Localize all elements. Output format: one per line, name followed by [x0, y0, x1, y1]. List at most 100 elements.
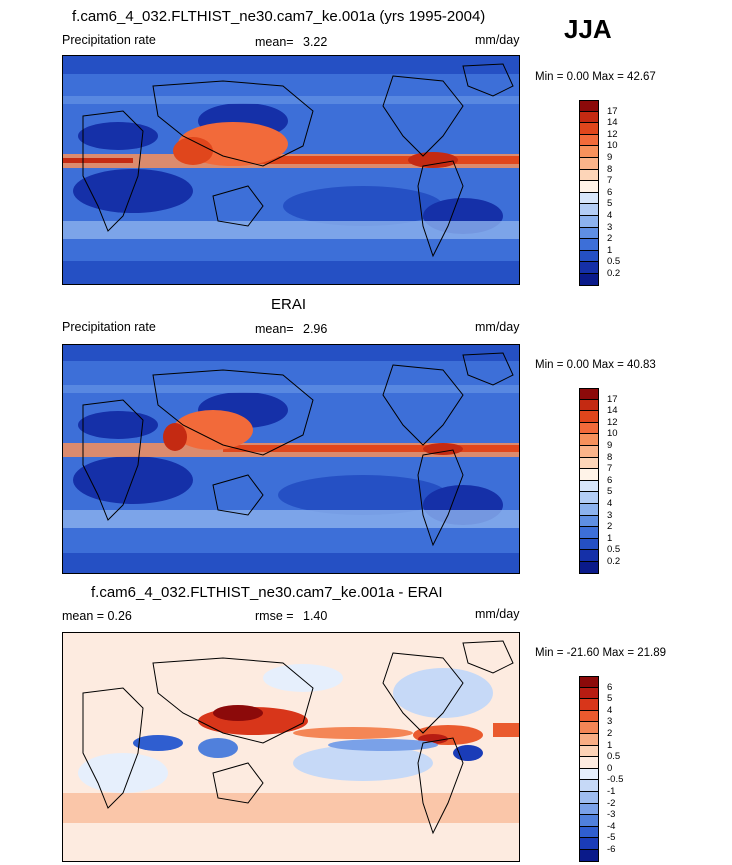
- colorbar-swatch: [579, 181, 599, 193]
- colorbar-label: -0.5: [607, 774, 624, 786]
- colorbar-swatch: [579, 480, 599, 493]
- colorbar-swatch: [579, 239, 599, 251]
- colorbar-swatch: [579, 492, 599, 504]
- colorbar-label: 1: [607, 244, 613, 256]
- colorbar-label: -2: [607, 797, 616, 809]
- colorbar-swatch: [579, 676, 599, 688]
- panel1-min-max: Min = 0.00 Max = 42.67: [535, 71, 656, 83]
- panel3-mean-text: mean = 0.26: [62, 609, 132, 623]
- colorbar-label: 12: [607, 128, 618, 140]
- colorbar-label: 7: [607, 463, 613, 475]
- panel3-colorbar: 6 5 4 3 2 1 0.5 0 -0.5 -1 -2 -3 -4 -5 -6: [579, 676, 623, 862]
- colorbar-swatch: [579, 745, 599, 758]
- colorbar-swatch: [579, 838, 599, 850]
- colorbar-swatch: [579, 687, 599, 700]
- colorbar-label: 4: [607, 704, 613, 716]
- colorbar-label: 3: [607, 221, 613, 233]
- colorbar-label: 0.2: [607, 556, 621, 567]
- colorbar-label: 8: [607, 163, 613, 175]
- colorbar-swatch: [579, 561, 599, 574]
- colorbar-swatch: [579, 710, 599, 723]
- colorbar-swatch: [579, 134, 599, 147]
- colorbar-swatch: [579, 550, 599, 562]
- colorbar-label: 4: [607, 210, 613, 221]
- panel1-map: [62, 55, 520, 285]
- colorbar-label: 1: [607, 739, 613, 751]
- panel3-title: f.cam6_4_032.FLTHIST_ne30.cam7_ke.001a -…: [91, 584, 443, 601]
- colorbar-label: 14: [607, 117, 618, 129]
- colorbar-swatch: [579, 515, 599, 528]
- colorbar-label: 17: [607, 105, 618, 117]
- colorbar-swatch: [579, 538, 599, 551]
- colorbar-label: -1: [607, 786, 616, 797]
- colorbar-swatch: [579, 826, 599, 839]
- colorbar-label: 10: [607, 428, 618, 440]
- colorbar-label: 9: [607, 152, 613, 163]
- colorbar-label: -3: [607, 809, 616, 821]
- colorbar-swatch: [579, 388, 599, 400]
- colorbar-swatch: [579, 469, 599, 481]
- colorbar-label: 5: [607, 693, 613, 705]
- colorbar-label: 5: [607, 198, 613, 210]
- colorbar-swatch: [579, 215, 599, 228]
- colorbar-swatch: [579, 434, 599, 446]
- colorbar-label: 0.5: [607, 751, 621, 763]
- panel3-rmse-value: 1.40: [303, 609, 328, 623]
- colorbar-label: 1: [607, 532, 613, 544]
- colorbar-label: 2: [607, 233, 613, 245]
- colorbar-label: 0.2: [607, 268, 621, 279]
- colorbar-swatch: [579, 768, 599, 781]
- colorbar-label: 2: [607, 728, 613, 739]
- colorbar-swatch: [579, 527, 599, 539]
- colorbar-swatch: [579, 733, 599, 746]
- panel1-mean-value: 3.22: [303, 35, 328, 49]
- colorbar-swatch: [579, 457, 599, 470]
- colorbar-label: 6: [607, 186, 613, 198]
- panel1-units: mm/day: [475, 33, 520, 47]
- colorbar-label: 2: [607, 521, 613, 533]
- colorbar-swatch: [579, 399, 599, 412]
- colorbar-swatch: [579, 411, 599, 423]
- panel2-units: mm/day: [475, 320, 520, 334]
- colorbar-swatch: [579, 791, 599, 804]
- panel1-title: f.cam6_4_032.FLTHIST_ne30.cam7_ke.001a (…: [72, 8, 486, 25]
- colorbar-label: -6: [607, 844, 616, 855]
- colorbar-swatch: [579, 815, 599, 827]
- panel2-mean-label: mean=: [255, 322, 294, 336]
- colorbar-swatch: [579, 100, 599, 112]
- colorbar-label: 14: [607, 405, 618, 417]
- colorbar-swatch: [579, 422, 599, 435]
- colorbar-label: 4: [607, 498, 613, 509]
- panel2-mean-value: 2.96: [303, 322, 328, 336]
- colorbar-swatch: [579, 169, 599, 182]
- colorbar-swatch: [579, 111, 599, 124]
- colorbar-label: 7: [607, 175, 613, 187]
- colorbar-swatch: [579, 503, 599, 516]
- panel2-map: [62, 344, 520, 574]
- colorbar-label: 10: [607, 140, 618, 152]
- colorbar-swatch: [579, 757, 599, 769]
- panel3-min-max: Min = -21.60 Max = 21.89: [535, 647, 667, 659]
- panel2-variable-label: Precipitation rate: [62, 320, 156, 334]
- panel1-colorbar: 17 14 12 10 9 8 7 6 5 4 3 2 1 0.5 0.2: [579, 100, 620, 286]
- colorbar-swatch: [579, 722, 599, 734]
- colorbar-swatch: [579, 803, 599, 816]
- panel1-mean-label: mean=: [255, 35, 294, 49]
- colorbar-label: 0: [607, 762, 613, 774]
- colorbar-label: 6: [607, 681, 613, 693]
- colorbar-swatch: [579, 780, 599, 792]
- colorbar-label: 17: [607, 393, 618, 405]
- colorbar-swatch: [579, 250, 599, 263]
- panel2-colorbar: 17 14 12 10 9 8 7 6 5 4 3 2 1 0.5 0.2: [579, 388, 620, 574]
- colorbar-swatch: [579, 157, 599, 170]
- colorbar-swatch: [579, 192, 599, 205]
- panel3-rmse-label: rmse =: [255, 609, 294, 623]
- colorbar-swatch: [579, 204, 599, 216]
- colorbar-label: -4: [607, 820, 616, 832]
- colorbar-swatch: [579, 849, 599, 862]
- colorbar-swatch: [579, 227, 599, 240]
- season-label: JJA: [564, 14, 612, 44]
- panel3-map: [62, 632, 520, 862]
- panel1-variable-label: Precipitation rate: [62, 33, 156, 47]
- colorbar-label: 9: [607, 440, 613, 451]
